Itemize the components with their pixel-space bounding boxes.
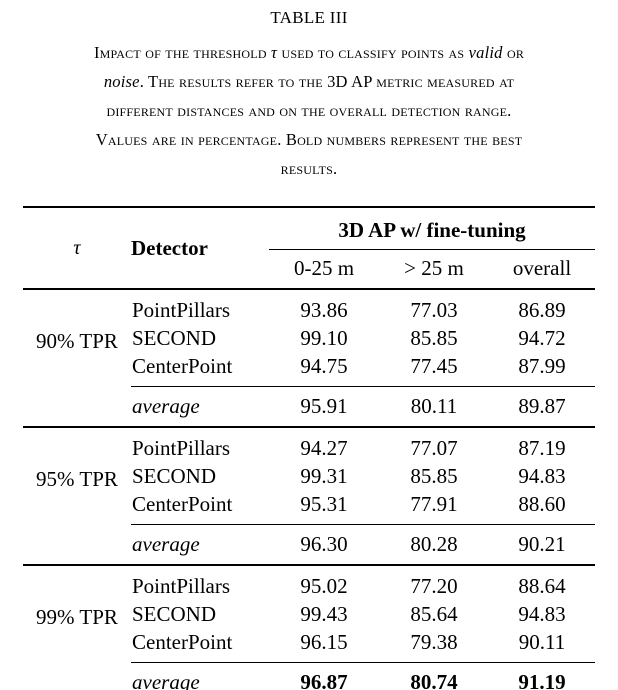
caption-tau-symbol: τ <box>271 43 278 62</box>
detector-cell: PointPillars <box>132 298 231 322</box>
value-cell: 99.31 <box>300 464 348 488</box>
value-cell: 99.10 <box>300 326 348 350</box>
table-row: 90% TPR PointPillars 93.86 77.03 86.89 <box>23 289 595 353</box>
table-number: TABLE III <box>270 8 348 27</box>
value-cell: 95.02 <box>300 574 348 598</box>
value-cell: 86.89 <box>518 298 566 322</box>
value-cell: 85.85 <box>410 464 458 488</box>
table-row: CenterPoint 96.15 79.38 90.11 <box>23 628 595 663</box>
table-row: CenterPoint 95.31 77.91 88.60 <box>23 490 595 525</box>
caption-segment: different distances and on the overall d… <box>106 101 512 120</box>
value-cell: 77.91 <box>410 492 458 516</box>
table-row: 99% TPR PointPillars 95.02 77.20 88.64 <box>23 565 595 629</box>
value-cell: 94.72 <box>518 326 566 350</box>
tau-cell: 95% TPR <box>36 467 118 492</box>
value-cell: 77.03 <box>410 298 458 322</box>
average-value-cell-best: 96.87 <box>269 662 379 690</box>
group-99-tpr: 99% TPR PointPillars 95.02 77.20 88.64 S… <box>23 565 595 690</box>
average-value-cell: 80.28 <box>379 524 489 566</box>
average-label-cell: average <box>131 662 269 690</box>
value-cell: 85.85 <box>410 326 458 350</box>
caption-segment: results. <box>280 159 338 178</box>
value-cell: 94.83 <box>518 602 566 626</box>
group-90-tpr: 90% TPR PointPillars 93.86 77.03 86.89 S… <box>23 289 595 428</box>
tau-empty-cell <box>23 386 131 428</box>
detector-cell: SECOND <box>132 464 217 488</box>
value-cell: 93.86 <box>300 298 348 322</box>
caption-segment: Values are in percentage. Bold numbers r… <box>95 130 523 149</box>
value-cell: 90.11 <box>518 630 566 654</box>
table-row: SECOND 99.31 85.85 94.83 <box>23 462 595 490</box>
table-row: CenterPoint 94.75 77.45 87.99 <box>23 352 595 387</box>
average-row: average 96.30 80.28 90.21 <box>23 524 595 566</box>
caption-segment: . The results refer to the 3D AP metric … <box>139 72 515 91</box>
average-value-cell-best: 80.74 <box>379 662 489 690</box>
average-row: average 95.91 80.11 89.87 <box>23 386 595 428</box>
average-value-cell: 90.21 <box>489 524 595 566</box>
caption-segment: or <box>502 43 525 62</box>
table-row: SECOND 99.43 85.64 94.83 <box>23 600 595 628</box>
caption-line: different distances and on the overall d… <box>0 96 618 125</box>
average-value-cell: 80.11 <box>379 386 489 428</box>
value-cell: 96.15 <box>300 630 348 654</box>
value-cell: 95.31 <box>300 492 348 516</box>
caption-segment: Impact of the threshold <box>93 43 272 62</box>
value-cell: 87.99 <box>518 354 566 378</box>
tau-cell: 90% TPR <box>36 329 118 354</box>
average-label-cell: average <box>131 386 269 428</box>
header-row-sub: 0-25 m > 25 m overall <box>23 249 595 290</box>
col-header-group-span: 3D AP w/ fine-tuning <box>269 207 595 250</box>
caption-emph-valid: valid <box>468 43 503 62</box>
table-header: τ Detector 3D AP w/ fine-tuning 0-25 m >… <box>23 207 595 290</box>
detector-cell: CenterPoint <box>132 492 233 516</box>
average-value-cell: 95.91 <box>269 386 379 428</box>
detector-cell: CenterPoint <box>132 354 233 378</box>
table-row: SECOND 99.10 85.85 94.72 <box>23 324 595 352</box>
value-cell: 94.83 <box>518 464 566 488</box>
value-cell: 94.75 <box>300 354 348 378</box>
value-cell: 99.43 <box>300 602 348 626</box>
value-cell: 88.64 <box>518 574 566 598</box>
tau-cell: 99% TPR <box>36 605 118 630</box>
results-table: τ Detector 3D AP w/ fine-tuning 0-25 m >… <box>23 206 595 690</box>
value-cell: 87.19 <box>518 436 566 460</box>
average-value-cell: 96.30 <box>269 524 379 566</box>
average-label-cell: average <box>131 524 269 566</box>
detector-cell: SECOND <box>132 602 217 626</box>
value-cell: 77.45 <box>410 354 458 378</box>
average-row: average 96.87 80.74 91.19 <box>23 662 595 690</box>
detector-cell: PointPillars <box>132 436 231 460</box>
caption-emph-noise: noise <box>103 72 140 91</box>
detector-cell: CenterPoint <box>132 630 233 654</box>
caption-line: Impact of the threshold τ used to classi… <box>0 38 618 67</box>
table-row: 95% TPR PointPillars 94.27 77.07 87.19 <box>23 427 595 491</box>
caption-line: Values are in percentage. Bold numbers r… <box>0 125 618 154</box>
caption-segment: used to classify points as <box>277 43 469 62</box>
header-row-top: τ Detector 3D AP w/ fine-tuning <box>23 207 595 290</box>
col-header-detector: Detector <box>131 207 269 290</box>
tau-empty-cell <box>23 524 131 566</box>
value-cell: 85.64 <box>410 602 458 626</box>
col-header-overall: overall <box>489 249 595 290</box>
value-cell: 88.60 <box>518 492 566 516</box>
value-cell: 77.20 <box>410 574 458 598</box>
value-cell: 79.38 <box>410 630 458 654</box>
average-value-cell-best: 91.19 <box>489 662 595 690</box>
col-header-gt-25m: > 25 m <box>379 249 489 290</box>
detector-cell: SECOND <box>132 326 217 350</box>
value-cell: 77.07 <box>410 436 458 460</box>
average-value-cell: 89.87 <box>489 386 595 428</box>
detector-cell: PointPillars <box>132 574 231 598</box>
tau-empty-cell <box>23 662 131 690</box>
caption-line: noise. The results refer to the 3D AP me… <box>0 67 618 96</box>
group-95-tpr: 95% TPR PointPillars 94.27 77.07 87.19 S… <box>23 427 595 566</box>
col-header-tau: τ <box>23 207 131 290</box>
value-cell: 94.27 <box>300 436 348 460</box>
col-header-0-25m: 0-25 m <box>269 249 379 290</box>
caption-line: results. <box>0 154 618 183</box>
table-caption: TABLE III Impact of the threshold τ used… <box>0 7 618 183</box>
